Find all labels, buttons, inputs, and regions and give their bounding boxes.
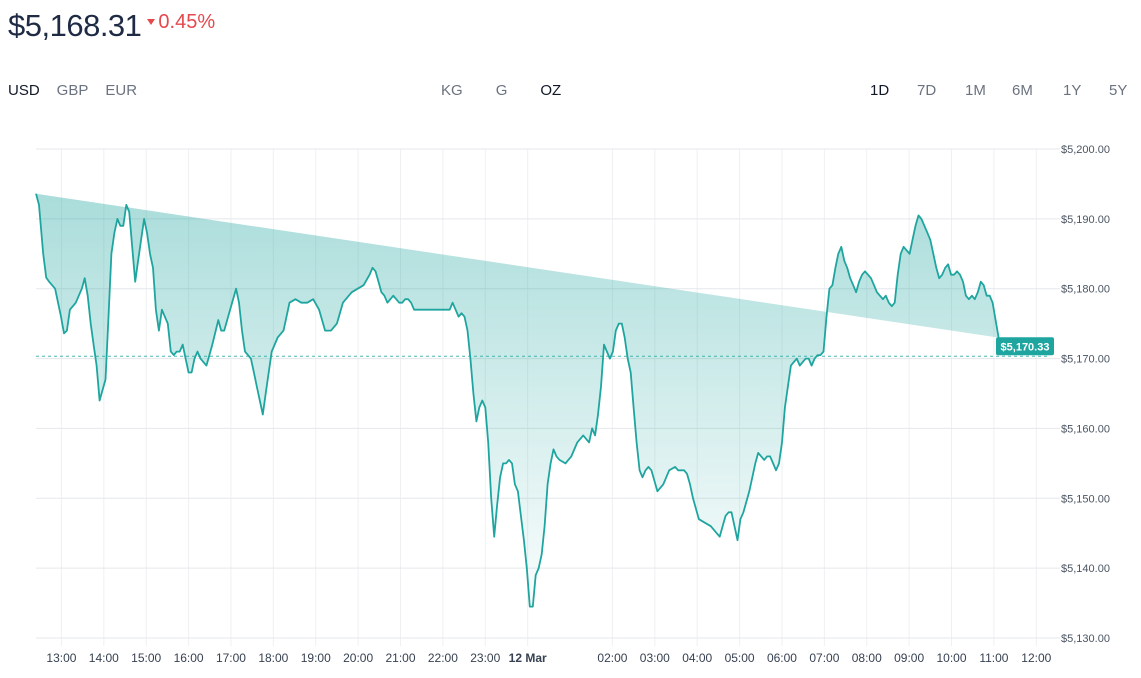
- price-header: $5,168.31 0.45%: [8, 8, 215, 44]
- price-area: [36, 193, 999, 607]
- x-tick-label: 14:00: [89, 651, 119, 665]
- x-tick-label: 12 Mar: [509, 651, 547, 665]
- period-option-7d[interactable]: 7D: [917, 82, 937, 99]
- x-tick-label: 08:00: [852, 651, 882, 665]
- y-tick-label: $5,170.00: [1061, 354, 1110, 366]
- x-tick-label: 05:00: [725, 651, 755, 665]
- x-axis-labels: 13:00 14:00 15:00 16:00 17:00 18:00 19:00 20:00…: [46, 651, 1051, 665]
- x-tick-label: 17:00: [216, 651, 246, 665]
- x-tick-label: 09:00: [894, 651, 924, 665]
- x-tick-label: 11:00: [979, 651, 1008, 665]
- price-change: 0.45%: [147, 11, 215, 34]
- currency-option-eur[interactable]: EUR: [105, 82, 138, 99]
- x-tick-label: 20:00: [343, 651, 373, 665]
- x-tick-label: 21:00: [385, 651, 415, 665]
- y-tick-label: $5,150.00: [1061, 493, 1110, 505]
- x-tick-label: 18:00: [258, 651, 288, 665]
- x-tick-label: 07:00: [809, 651, 839, 665]
- unit-option-oz[interactable]: OZ: [540, 82, 562, 99]
- unit-option-g[interactable]: G: [495, 82, 508, 99]
- current-price-tag: [996, 337, 1054, 356]
- unit-option-kg[interactable]: KG: [441, 82, 463, 99]
- period-option-6m[interactable]: 6M: [1012, 82, 1033, 99]
- y-axis-labels: $5,130.00 $5,140.00 $5,150.00 $5,160.00 $5,1…: [1061, 144, 1110, 645]
- price-line: [35, 193, 1000, 608]
- x-tick-label: 23:00: [470, 651, 500, 665]
- period-option-1d[interactable]: 1D: [870, 82, 890, 99]
- x-tick-label: 04:00: [682, 651, 712, 665]
- chart-toolbar: USD GBP EUR KG G OZ 1D 7D 1M 6M 1Y 5Y: [0, 82, 1141, 104]
- x-tick-label: 15:00: [131, 651, 161, 665]
- currency-option-usd[interactable]: USD: [8, 82, 40, 99]
- current-price: $5,168.31: [8, 8, 142, 43]
- unit-selector: KG G OZ: [441, 82, 561, 99]
- y-tick-label: $5,180.00: [1061, 284, 1110, 296]
- x-tick-label: 12:00: [1021, 651, 1051, 665]
- x-tick-label: 02:00: [597, 651, 627, 665]
- y-tick-label: $5,160.00: [1061, 423, 1110, 435]
- x-tick-label: 22:00: [428, 651, 458, 665]
- x-tick-label: 10:00: [936, 651, 966, 665]
- y-tick-label: $5,130.00: [1061, 633, 1110, 645]
- currency-selector: USD GBP EUR: [8, 82, 137, 99]
- currency-option-gbp[interactable]: GBP: [56, 82, 89, 99]
- price-change-percent: 0.45%: [158, 11, 216, 33]
- period-option-1m[interactable]: 1M: [965, 82, 986, 99]
- x-tick-label: 16:00: [174, 651, 204, 665]
- current-price-tag-label: $5,170.33: [1001, 341, 1050, 353]
- x-tick-label: 06:00: [767, 651, 797, 665]
- y-tick-label: $5,140.00: [1061, 563, 1110, 575]
- y-tick-label: $5,190.00: [1061, 214, 1110, 226]
- x-tick-label: 19:00: [301, 651, 331, 665]
- x-tick-label: 13:00: [46, 651, 76, 665]
- down-arrow-icon: [147, 19, 156, 25]
- period-option-1y[interactable]: 1Y: [1063, 82, 1082, 99]
- x-tick-label: 03:00: [640, 651, 670, 665]
- y-tick-label: $5,200.00: [1061, 144, 1110, 156]
- period-option-5y[interactable]: 5Y: [1109, 82, 1128, 99]
